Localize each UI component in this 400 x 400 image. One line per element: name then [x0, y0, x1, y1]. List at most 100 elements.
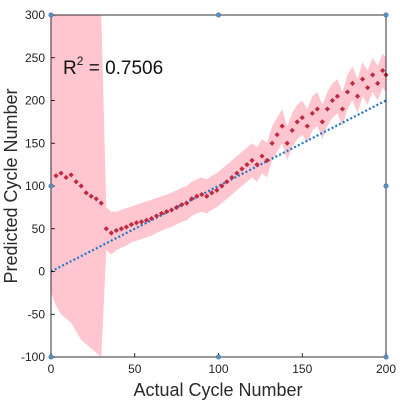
data-point [229, 174, 235, 181]
tick-labels-layer: 0 50 100 150 200 -100 -50 0 50 100 150 200 250 300 [21, 8, 396, 376]
frame-marker [383, 12, 389, 18]
data-point [88, 193, 94, 199]
data-point [309, 110, 315, 116]
data-point [123, 224, 129, 230]
data-point [158, 210, 165, 216]
data-point [329, 97, 335, 104]
data-point [314, 106, 320, 112]
data-point [219, 183, 225, 189]
data-point [153, 213, 160, 219]
data-point [354, 93, 361, 99]
y-tick-label: 200 [25, 94, 45, 108]
data-point [128, 221, 134, 228]
frame-marker [48, 12, 54, 18]
data-point [214, 187, 220, 193]
data-point [264, 157, 270, 163]
y-axis-title: Predicted Cycle Number [1, 88, 21, 283]
data-point [103, 226, 109, 232]
data-point [244, 162, 250, 168]
y-tick-label: 100 [25, 179, 45, 193]
data-point [108, 230, 114, 236]
data-point [209, 190, 215, 196]
frame-marker [383, 354, 389, 360]
data-point [179, 202, 185, 208]
r-squared-base: R [63, 58, 77, 79]
frame-marker [48, 354, 54, 360]
data-point [299, 115, 305, 121]
data-point [284, 140, 290, 146]
data-point [324, 106, 330, 112]
data-point [113, 227, 119, 234]
data-point [375, 80, 381, 86]
data-point [133, 220, 140, 226]
x-axis-title: Actual Cycle Number [133, 380, 302, 400]
data-point [259, 153, 265, 159]
data-point [63, 174, 69, 181]
data-point [279, 123, 285, 129]
data-point [138, 219, 145, 225]
frame-marker [216, 354, 222, 360]
x-tick-label: 100 [208, 362, 228, 376]
data-point [78, 183, 84, 189]
data-point [58, 170, 64, 176]
data-point [143, 217, 150, 223]
data-point [68, 172, 74, 178]
data-point [53, 173, 59, 179]
axes-layer [48, 12, 389, 360]
data-point [169, 207, 175, 213]
x-tick-label: 200 [376, 362, 396, 376]
data-point [189, 196, 195, 202]
data-point [319, 119, 325, 125]
data-point [359, 76, 366, 82]
data-point [239, 166, 245, 172]
frame-marker [383, 183, 389, 189]
confidence-band [51, 15, 386, 357]
data-point [304, 123, 310, 129]
data-point [93, 196, 99, 202]
frame-marker [216, 12, 222, 18]
data-point [194, 193, 200, 199]
r-squared-value: = 0.7506 [83, 58, 163, 79]
data-point [269, 140, 275, 146]
y-tick-label: -100 [21, 350, 45, 364]
y-tick-label: 150 [25, 136, 45, 150]
data-point [204, 193, 210, 199]
data-point [224, 179, 230, 185]
y-tick-label: 50 [32, 222, 46, 236]
data-point [249, 157, 255, 163]
frame-marker [48, 183, 54, 189]
data-point [370, 72, 376, 78]
data-point [289, 127, 295, 134]
data-point [234, 170, 240, 176]
y-tick-label: 300 [25, 8, 45, 22]
data-point [118, 226, 124, 232]
data-point [83, 190, 89, 196]
data-point [199, 191, 205, 198]
x-tick-label: 50 [128, 362, 142, 376]
data-point [174, 204, 180, 210]
y-tick-label: 250 [25, 51, 45, 65]
x-tick-label: 0 [48, 362, 55, 376]
y-tick-label: 0 [38, 265, 45, 279]
data-point [334, 93, 341, 99]
data-point [184, 200, 190, 206]
data-point [148, 215, 155, 222]
confidence-band-layer [51, 15, 386, 357]
data-point [339, 106, 346, 112]
data-point [163, 209, 170, 215]
data-point [254, 162, 260, 168]
data-point [73, 179, 79, 185]
r-squared-superscript: 2 [77, 54, 84, 68]
data-point [98, 200, 104, 206]
data-point [364, 85, 371, 91]
data-point [294, 119, 300, 125]
x-tick-label: 150 [292, 362, 312, 376]
data-point [344, 89, 351, 95]
data-point [349, 80, 356, 86]
r-squared-annotation: R2 = 0.7506 [63, 54, 163, 79]
data-point [274, 132, 280, 138]
y-tick-label: -50 [28, 307, 46, 321]
data-points-layer [48, 67, 389, 236]
data-point [380, 67, 386, 74]
